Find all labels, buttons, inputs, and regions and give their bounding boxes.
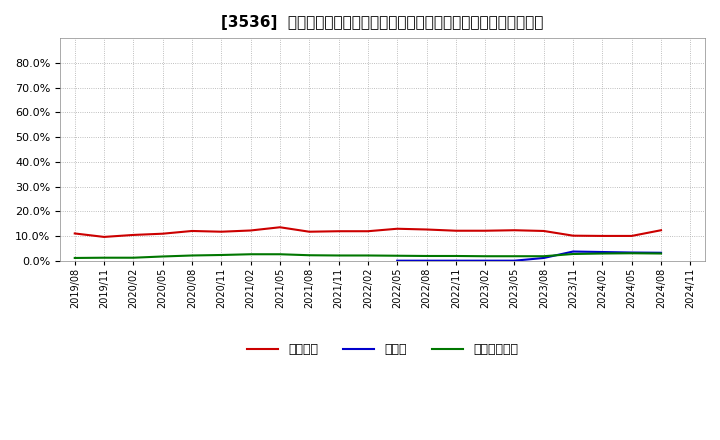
のれん <box>657 250 665 255</box>
自己資本 <box>422 227 431 232</box>
自己資本 <box>364 229 372 234</box>
繰延税金資産 <box>129 255 138 260</box>
自己資本 <box>569 233 577 238</box>
繰延税金資産 <box>217 253 225 258</box>
Line: 繰延税金資産: 繰延税金資産 <box>75 253 661 258</box>
繰延税金資産 <box>393 253 402 258</box>
Line: 自己資本: 自己資本 <box>75 227 661 237</box>
Line: のれん: のれん <box>397 252 661 260</box>
繰延税金資産 <box>569 251 577 257</box>
自己資本 <box>217 229 225 235</box>
のれん <box>627 250 636 255</box>
のれん <box>539 255 548 260</box>
自己資本 <box>305 229 314 235</box>
自己資本 <box>481 228 490 233</box>
のれん <box>598 249 607 255</box>
自己資本 <box>657 227 665 233</box>
繰延税金資産 <box>246 252 255 257</box>
繰延税金資産 <box>422 253 431 259</box>
のれん <box>393 258 402 263</box>
のれん <box>451 258 460 263</box>
自己資本 <box>71 231 79 236</box>
繰延税金資産 <box>364 253 372 258</box>
繰延税金資産 <box>627 251 636 256</box>
自己資本 <box>598 233 607 238</box>
繰延税金資産 <box>510 253 519 259</box>
繰延税金資産 <box>158 254 167 259</box>
繰延税金資産 <box>276 252 284 257</box>
自己資本 <box>451 228 460 233</box>
Legend: 自己資本, のれん, 繰延税金資産: 自己資本, のれん, 繰延税金資産 <box>242 338 523 362</box>
自己資本 <box>510 227 519 233</box>
繰延税金資産 <box>481 253 490 259</box>
自己資本 <box>158 231 167 236</box>
繰延税金資産 <box>334 253 343 258</box>
繰延税金資産 <box>539 253 548 259</box>
繰延税金資産 <box>598 251 607 256</box>
のれん <box>569 249 577 254</box>
自己資本 <box>627 233 636 238</box>
繰延税金資産 <box>71 255 79 260</box>
自己資本 <box>188 228 197 234</box>
のれん <box>510 258 519 263</box>
自己資本 <box>246 228 255 233</box>
のれん <box>422 258 431 263</box>
Title: [3536]  自己資本、のれん、繰延税金資産の総資産に対する比率の推移: [3536] 自己資本、のれん、繰延税金資産の総資産に対する比率の推移 <box>221 15 544 30</box>
繰延税金資産 <box>100 255 109 260</box>
繰延税金資産 <box>305 253 314 258</box>
繰延税金資産 <box>657 251 665 256</box>
自己資本 <box>393 226 402 231</box>
自己資本 <box>539 228 548 234</box>
繰延税金資産 <box>451 253 460 259</box>
繰延税金資産 <box>188 253 197 258</box>
のれん <box>481 258 490 263</box>
自己資本 <box>100 234 109 239</box>
自己資本 <box>129 232 138 238</box>
自己資本 <box>276 225 284 230</box>
自己資本 <box>334 229 343 234</box>
